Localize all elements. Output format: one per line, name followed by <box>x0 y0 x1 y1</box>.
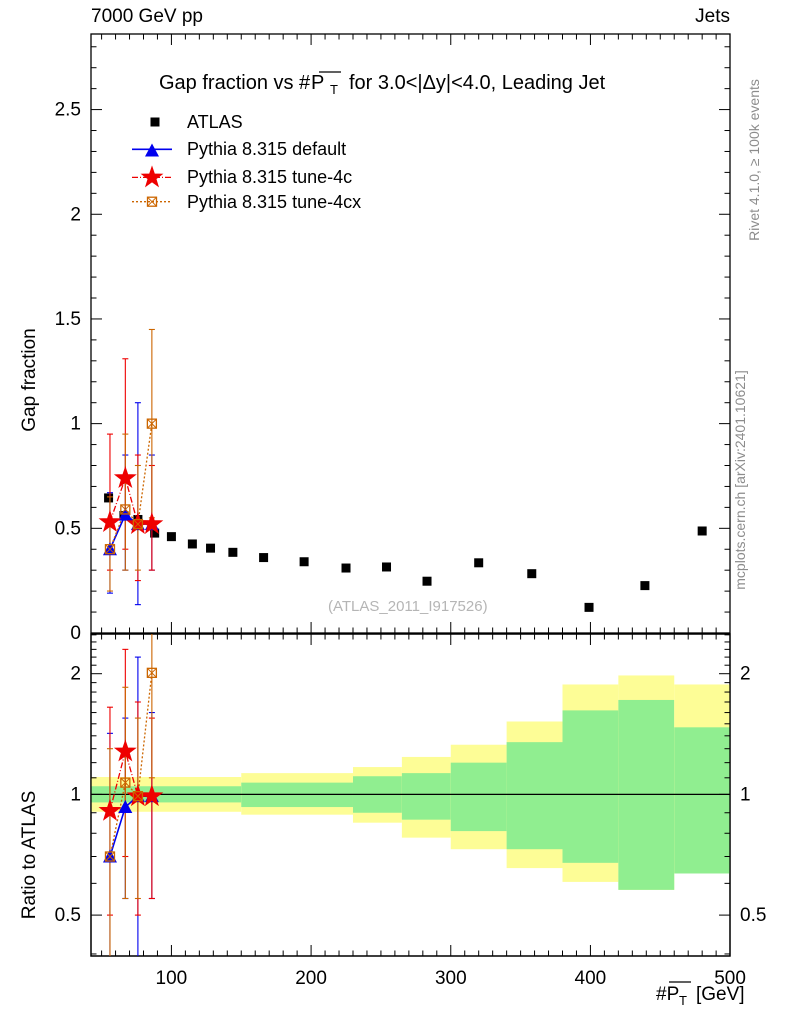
svg-text:Pythia 8.315 tune-4c: Pythia 8.315 tune-4c <box>187 167 352 187</box>
svg-text:mcplots.cern.ch [arXiv:2401.10: mcplots.cern.ch [arXiv:2401.10621] <box>732 370 748 589</box>
svg-text:T: T <box>330 82 338 97</box>
svg-text:(ATLAS_2011_I917526): (ATLAS_2011_I917526) <box>328 598 488 615</box>
svg-text:2: 2 <box>740 664 751 685</box>
svg-text:P: P <box>311 72 324 94</box>
svg-text:2: 2 <box>70 204 81 225</box>
svg-text:1: 1 <box>70 784 81 805</box>
svg-text:0: 0 <box>70 623 81 644</box>
svg-text:#P: #P <box>656 984 679 1005</box>
svg-text:Pythia 8.315 tune-4cx: Pythia 8.315 tune-4cx <box>187 192 361 212</box>
svg-text:1.5: 1.5 <box>55 309 81 330</box>
svg-text:Rivet 4.1.0, ≥ 100k events: Rivet 4.1.0, ≥ 100k events <box>746 79 762 241</box>
svg-text:T: T <box>679 993 687 1008</box>
svg-text:0.5: 0.5 <box>740 905 766 926</box>
svg-text:2.5: 2.5 <box>55 100 81 121</box>
svg-text:7000 GeV pp: 7000 GeV pp <box>91 6 203 27</box>
svg-text:Gap fraction vs #: Gap fraction vs # <box>159 72 311 94</box>
svg-text:100: 100 <box>156 968 188 989</box>
svg-text:Gap fraction: Gap fraction <box>19 328 40 432</box>
svg-text:ATLAS: ATLAS <box>187 112 243 132</box>
svg-text:for 3.0<|Δy|<4.0, Leading Jet: for 3.0<|Δy|<4.0, Leading Jet <box>349 72 606 94</box>
svg-text:Ratio to ATLAS: Ratio to ATLAS <box>19 791 40 920</box>
svg-text:0.5: 0.5 <box>55 905 81 926</box>
svg-text:Jets: Jets <box>695 6 730 27</box>
svg-text:Pythia 8.315 default: Pythia 8.315 default <box>187 139 346 159</box>
svg-text:2: 2 <box>70 664 81 685</box>
svg-text:400: 400 <box>575 968 607 989</box>
svg-text:1: 1 <box>740 784 751 805</box>
svg-text:0.5: 0.5 <box>55 518 81 539</box>
svg-text:300: 300 <box>435 968 467 989</box>
svg-text:500: 500 <box>714 968 746 989</box>
svg-text:1: 1 <box>70 414 81 435</box>
svg-text:200: 200 <box>295 968 327 989</box>
